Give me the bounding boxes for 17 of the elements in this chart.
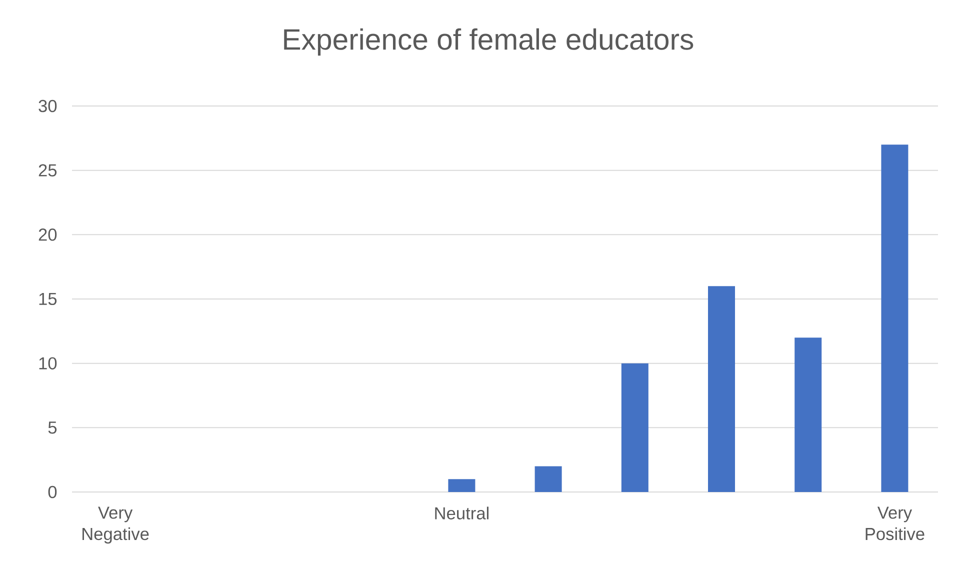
y-tick-label: 20 (38, 228, 57, 241)
y-tick-label: 30 (38, 100, 57, 112)
bar (534, 466, 562, 492)
bar (621, 363, 648, 492)
bar (448, 479, 476, 492)
x-tick-label: Very Positive (866, 506, 924, 540)
y-tick-label: 25 (38, 164, 57, 176)
x-tick-label: Very Negative (82, 506, 149, 544)
x-tick-label: Neutral (435, 506, 488, 520)
bar (708, 286, 736, 492)
chart-title: Experience of female educators (284, 28, 694, 56)
y-tick-label: 10 (39, 357, 57, 370)
bar (794, 338, 822, 492)
y-tick-label: 15 (39, 292, 57, 306)
y-tick-label: 0 (48, 486, 57, 498)
y-tick-label: 5 (48, 422, 57, 434)
bar (881, 144, 908, 492)
